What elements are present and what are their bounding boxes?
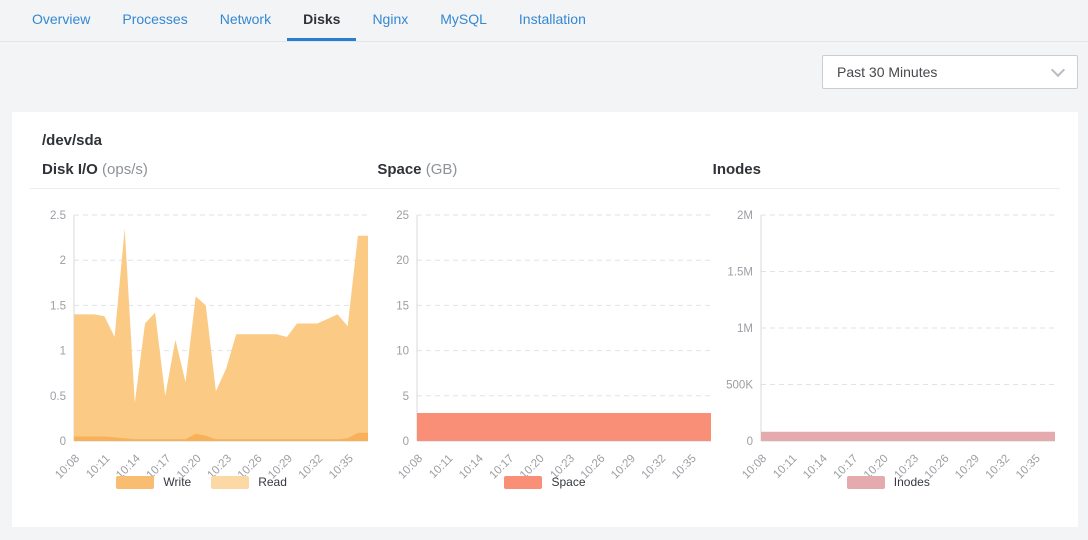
svg-text:10:35: 10:35: [327, 453, 356, 481]
svg-text:10:08: 10:08: [53, 453, 82, 481]
svg-text:10:11: 10:11: [84, 453, 112, 481]
svg-text:10:32: 10:32: [983, 453, 1012, 481]
disk-io-chart: 00.511.522.510:08 10:11 10:14 10:17 10:20 10:…: [50, 210, 369, 481]
inodes-legend: Inodes: [846, 475, 930, 489]
tab-installation[interactable]: Installation: [518, 11, 586, 27]
svg-text:10:14: 10:14: [458, 452, 487, 481]
tab-overview[interactable]: Overview: [32, 11, 91, 27]
svg-text:10:35: 10:35: [670, 453, 699, 481]
chart-title-text: Space: [377, 161, 422, 178]
svg-text:10:29: 10:29: [953, 453, 982, 481]
tab-mysql[interactable]: MySQL: [440, 11, 487, 27]
legend-item: Read: [211, 475, 287, 489]
disk-panel: /dev/sda Disk I/O (ops/s) Space (GB) Ino…: [12, 112, 1078, 527]
legend-swatch: [846, 475, 885, 489]
chart-title-unit: (GB): [425, 161, 458, 178]
legend-item: Inodes: [846, 475, 930, 489]
legend-label: Write: [163, 475, 192, 489]
svg-text:1.5M: 1.5M: [727, 267, 753, 279]
space-legend: Space: [504, 475, 586, 489]
svg-text:10: 10: [397, 346, 410, 358]
svg-text:25: 25: [397, 210, 410, 222]
svg-text:0: 0: [746, 436, 752, 448]
toolbar: Past 30 Minutes: [0, 42, 1088, 89]
svg-text:0: 0: [60, 436, 66, 448]
tab-nginx[interactable]: Nginx: [372, 11, 409, 27]
svg-text:500K: 500K: [726, 380, 753, 392]
svg-text:2M: 2M: [737, 210, 753, 222]
svg-text:10:32: 10:32: [640, 453, 669, 481]
chart-title-inodes: Inodes: [713, 161, 1048, 178]
chart-title-space: Space (GB): [377, 161, 712, 178]
svg-text:10:35: 10:35: [1014, 453, 1043, 481]
legend-label: Read: [258, 475, 287, 489]
svg-text:2.5: 2.5: [50, 210, 66, 222]
legend-label: Inodes: [893, 475, 930, 489]
svg-text:10:08: 10:08: [397, 453, 426, 481]
svg-text:1.5: 1.5: [50, 300, 66, 312]
svg-text:10:29: 10:29: [610, 453, 639, 481]
legend-swatch: [116, 475, 155, 489]
legend-item: Write: [116, 475, 191, 489]
tab-processes[interactable]: Processes: [122, 11, 188, 27]
legend-swatch: [211, 475, 250, 489]
svg-text:5: 5: [403, 391, 409, 403]
svg-text:10:32: 10:32: [297, 453, 326, 481]
chart-disk-io: 0 0.5 1 1.5 2 2.5 10:08 10:11 10:14 10:17 10:20 10:…: [30, 189, 373, 489]
legend-label: Space: [551, 475, 586, 489]
tab-network[interactable]: Network: [219, 11, 272, 27]
svg-text:0: 0: [403, 436, 409, 448]
device-title: /dev/sda: [42, 132, 103, 149]
svg-text:10:11: 10:11: [771, 453, 799, 481]
chevron-down-icon: [1050, 62, 1066, 77]
main-tab-bar: Overview Processes Network Disks Nginx M…: [0, 0, 1088, 42]
chart-title-unit: (ops/s): [102, 161, 148, 178]
titles-divider: [30, 188, 1060, 189]
svg-text:0.5: 0.5: [50, 391, 66, 403]
chart-titles-row: Disk I/O (ops/s) Space (GB) Inodes: [30, 161, 1060, 178]
charts-row: 0 0.5 1 1.5 2 2.5 10:08 10:11 10:14 10:17 10:20 10:…: [30, 189, 1060, 489]
svg-text:10:11: 10:11: [428, 453, 456, 481]
svg-text:20: 20: [397, 255, 410, 267]
svg-text:1: 1: [60, 346, 66, 358]
legend-item: Space: [504, 475, 586, 489]
chart-title-text: Inodes: [712, 161, 761, 178]
time-range-value: Past 30 Minutes: [837, 64, 938, 80]
chart-inodes: 0 500K 1M 1.5M 2M 10:08 10:11 10:14 10:17 10:20 10…: [717, 189, 1060, 489]
svg-text:15: 15: [397, 300, 410, 312]
legend-swatch: [504, 475, 543, 489]
time-range-select[interactable]: Past 30 Minutes: [822, 55, 1078, 89]
tab-disks[interactable]: Disks: [287, 0, 357, 41]
svg-text:2: 2: [60, 255, 66, 267]
svg-text:1M: 1M: [737, 323, 753, 335]
svg-text:10:08: 10:08: [740, 453, 769, 481]
chart-space: 0 5 10 15 20 25 10:08 10:11 10:14 10:17 10:20 10:23…: [373, 189, 716, 489]
disk-io-legend: Write Read: [116, 475, 287, 489]
chart-title-text: Disk I/O: [42, 161, 98, 178]
svg-text:10:14: 10:14: [801, 452, 830, 481]
chart-title-disk-io: Disk I/O (ops/s): [42, 161, 377, 178]
